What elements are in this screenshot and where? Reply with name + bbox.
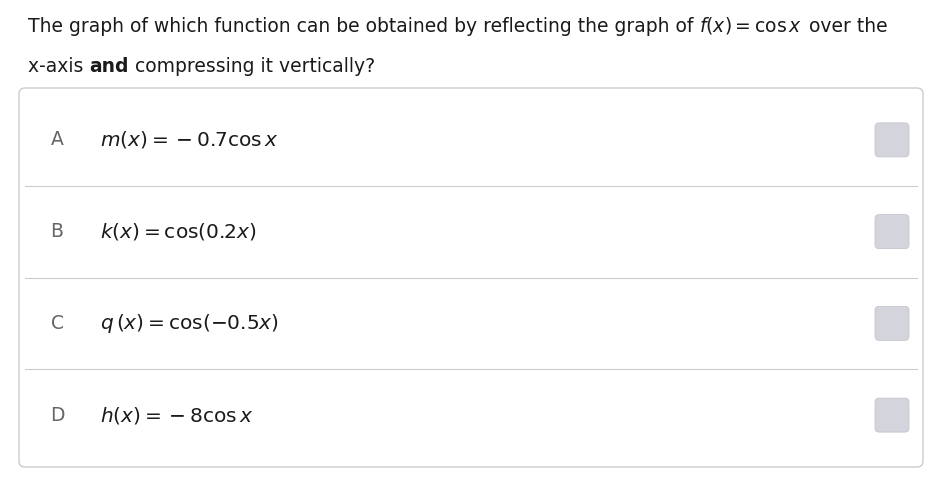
Text: B: B [51,222,63,241]
Text: $f(x)=\cos x$: $f(x)=\cos x$ [699,15,803,36]
Text: $m(x)=-0.7\cos x$: $m(x)=-0.7\cos x$ [100,129,278,150]
Text: $k(x)=\cos(0.2x)$: $k(x)=\cos(0.2x)$ [100,221,256,242]
Text: C: C [51,314,63,333]
FancyBboxPatch shape [875,398,909,432]
Text: over the: over the [803,17,887,36]
Text: and: and [89,57,129,76]
Text: x-axis: x-axis [28,57,89,76]
FancyBboxPatch shape [875,123,909,157]
FancyBboxPatch shape [875,307,909,341]
Text: A: A [51,130,63,149]
Text: D: D [50,406,64,424]
Text: compressing it vertically?: compressing it vertically? [129,57,375,76]
Text: $q\,(x)=\cos(-0.5x)$: $q\,(x)=\cos(-0.5x)$ [100,312,279,335]
Text: The graph of which function can be obtained by reflecting the graph of: The graph of which function can be obtai… [28,17,699,36]
FancyBboxPatch shape [875,215,909,249]
FancyBboxPatch shape [19,88,923,467]
Text: $h(x)=-8\cos x$: $h(x)=-8\cos x$ [100,405,253,426]
